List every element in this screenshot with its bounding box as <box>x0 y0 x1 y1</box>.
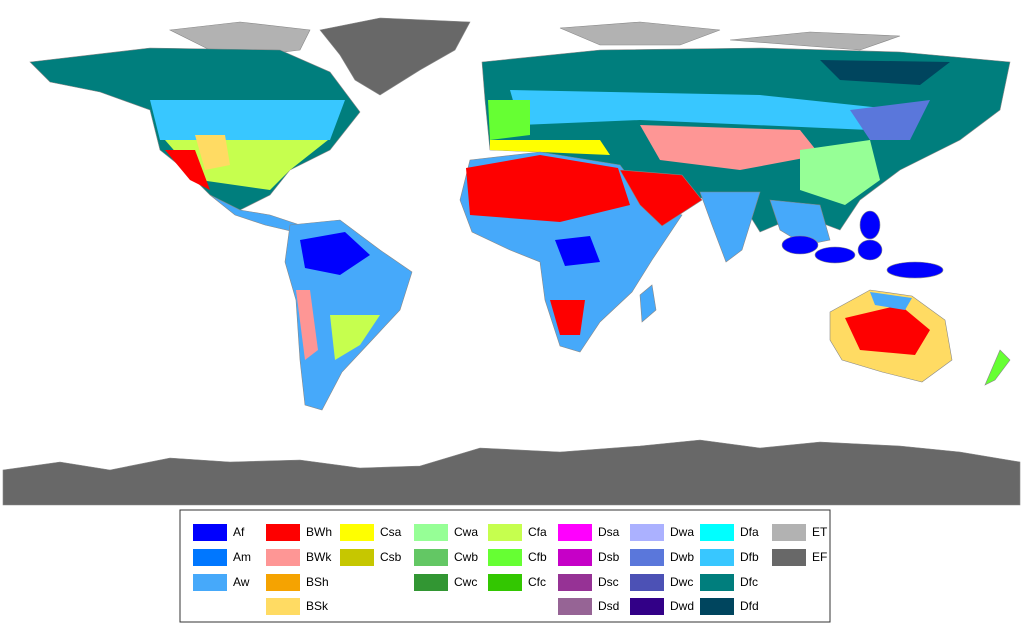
legend-label: BWh <box>306 525 332 539</box>
legend-label: Dwd <box>670 599 694 613</box>
legend-swatch <box>266 598 300 615</box>
legend-label: EF <box>812 550 827 564</box>
legend-label: Cwa <box>454 525 478 539</box>
legend-label: Dfd <box>740 599 759 613</box>
legend-label: Dsd <box>598 599 619 613</box>
legend-label: Aw <box>233 575 250 589</box>
legend-label: BWk <box>306 550 332 564</box>
sa-cfa <box>330 315 380 360</box>
legend-label: Dsb <box>598 550 620 564</box>
eu-cfb <box>488 100 530 140</box>
legend-swatch <box>630 549 664 566</box>
australia-aw <box>870 292 912 310</box>
legend-label: Cwc <box>454 575 477 589</box>
legend-swatch <box>700 598 734 615</box>
legend-swatch <box>193 574 227 591</box>
australia-bwh <box>845 305 930 355</box>
africa-af <box>555 236 600 266</box>
legend-swatch <box>488 524 522 541</box>
legend-label: Dsc <box>598 575 619 589</box>
indonesia <box>781 210 944 279</box>
legend-label: Csb <box>380 550 402 564</box>
legend-label: Dwa <box>670 525 694 539</box>
na-dfb <box>150 100 345 140</box>
legend-swatch <box>488 549 522 566</box>
arabia <box>619 169 703 227</box>
legend-swatch <box>414 524 448 541</box>
legend-label: Dfa <box>740 525 759 539</box>
legend-label: Cfa <box>528 525 547 539</box>
legend-swatch <box>266 524 300 541</box>
asia-dfd <box>820 60 950 85</box>
legend-label: Dsa <box>598 525 620 539</box>
antarctica <box>2 439 1021 506</box>
legend-swatch <box>414 549 448 566</box>
legend-label: Dfb <box>740 550 759 564</box>
sa-af <box>300 232 370 275</box>
india <box>699 191 761 263</box>
legend-label: BSh <box>306 575 329 589</box>
asia-cwa <box>800 140 880 205</box>
madagascar <box>639 284 657 323</box>
legend-swatch <box>558 598 592 615</box>
legend-swatch <box>700 549 734 566</box>
legend-label: ET <box>812 525 828 539</box>
legend-swatch <box>700 574 734 591</box>
legend-swatch <box>193 549 227 566</box>
med-csa <box>490 140 610 155</box>
legend-swatch <box>772 524 806 541</box>
africa-bwh <box>466 155 630 222</box>
legend-swatch <box>700 524 734 541</box>
legend-swatch <box>266 549 300 566</box>
legend-label: Cfc <box>528 575 546 589</box>
legend-swatch <box>340 524 374 541</box>
na-bwh <box>165 150 210 190</box>
legend-label: Cfb <box>528 550 547 564</box>
legend-label: Cwb <box>454 550 478 564</box>
legend-swatch <box>340 549 374 566</box>
legend-label: Dwb <box>670 550 694 564</box>
new-zealand <box>984 349 1011 386</box>
legend-label: Am <box>233 550 251 564</box>
asia-dwb <box>850 100 930 140</box>
legend-swatch <box>630 574 664 591</box>
legend-swatch <box>772 549 806 566</box>
eu-dfb <box>510 90 900 130</box>
legend-label: BSk <box>306 599 329 613</box>
legend-swatch <box>414 574 448 591</box>
legend-label: Dfc <box>740 575 758 589</box>
sa-bwk <box>296 290 318 360</box>
legend-swatch <box>558 524 592 541</box>
africa-bwh-south <box>550 300 585 335</box>
legend-label: Af <box>233 525 245 539</box>
legend: Af Am Aw BWh BWk BSh BSk Csa Csb Cwa Cwb Cwc Cfa Cfb C… <box>179 509 831 623</box>
asia-bwk <box>640 125 820 170</box>
legend-swatch <box>558 549 592 566</box>
na-bsk <box>195 135 230 170</box>
legend-swatch <box>630 524 664 541</box>
legend-label: Dwc <box>670 575 693 589</box>
legend-swatch <box>488 574 522 591</box>
legend-label: Csa <box>380 525 402 539</box>
legend-swatch <box>630 598 664 615</box>
legend-swatch <box>558 574 592 591</box>
legend-swatch <box>193 524 227 541</box>
legend-swatch <box>266 574 300 591</box>
greenland <box>319 17 471 96</box>
